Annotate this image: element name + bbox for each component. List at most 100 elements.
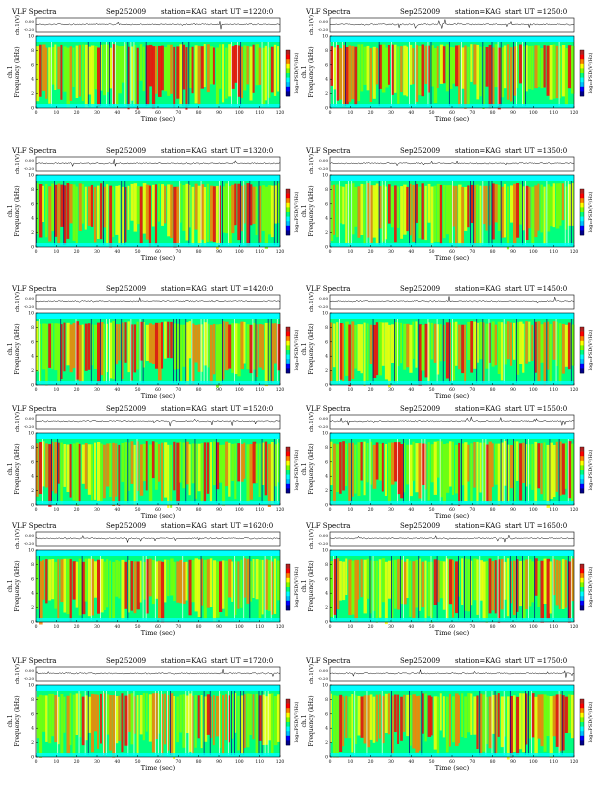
spectrogram-column <box>387 45 390 85</box>
spectrogram-streak <box>51 439 52 503</box>
spectrogram-column <box>133 183 138 232</box>
spectra-panel-9: VLF Spectra Sep252009 station=KAG start UT … <box>7 522 300 637</box>
spectrogram-column <box>476 184 479 247</box>
spectrogram-column <box>225 560 228 617</box>
spectrogram-streak <box>54 181 55 245</box>
spectrogram-column <box>170 444 173 508</box>
spectrogram-column <box>237 183 241 241</box>
spectrogram-streak <box>36 181 37 245</box>
spectrogram-column <box>391 560 394 622</box>
spectrogram-column <box>106 44 110 93</box>
spectrogram-column <box>234 183 237 226</box>
y-tick-label: 4 <box>325 591 328 597</box>
spectrogram-column <box>164 47 168 92</box>
spectrogram-streak <box>415 42 417 106</box>
spectrogram-column <box>461 693 464 737</box>
spectrogram-column <box>485 47 489 87</box>
spectrogram-column <box>513 560 516 615</box>
spectrogram-column <box>249 324 253 374</box>
spectrogram-column <box>549 324 552 384</box>
spectrogram-column <box>372 444 377 489</box>
spectrogram-column <box>424 443 427 490</box>
spectrogram-column <box>479 442 482 493</box>
spectrogram-column <box>528 444 531 485</box>
spectrogram-column <box>139 560 142 603</box>
spectrogram-column <box>482 322 485 384</box>
spectrogram-column <box>161 694 164 757</box>
x-tick-label: 30 <box>388 110 394 116</box>
spectrogram-column <box>200 184 205 240</box>
spectrogram-column <box>458 324 461 370</box>
x-tick-label: 90 <box>510 624 516 630</box>
spectrogram-column <box>452 441 454 495</box>
x-tick-label: 100 <box>529 387 538 393</box>
spectrogram-column <box>66 444 70 492</box>
spectrogram-column <box>185 183 189 241</box>
spectra-panel-6: VLF Spectra Sep252009 station=KAG start UT … <box>301 285 594 400</box>
spectrogram-column <box>60 694 64 755</box>
spectrogram-column <box>112 695 116 758</box>
spectrogram-column <box>351 183 355 235</box>
y-tick-label: 4 <box>31 474 34 480</box>
spectrogram-column <box>197 45 201 105</box>
spectrogram-column <box>339 323 343 380</box>
spectrogram-column <box>45 183 48 238</box>
panel-date: Sep252009 <box>106 147 146 155</box>
x-tick-label: 10 <box>347 507 353 513</box>
spectrogram-streak <box>234 691 235 755</box>
spectrogram-column <box>115 324 119 365</box>
trace-frame <box>35 294 281 310</box>
spectrogram-column <box>173 46 176 108</box>
spectrogram-column <box>127 560 130 613</box>
x-tick-label: 100 <box>235 507 244 513</box>
trace-ylabel: ch.1(V) <box>308 292 315 312</box>
trace-ylabel: ch.1(V) <box>14 292 21 312</box>
spectrogram-streak <box>209 691 211 755</box>
spectrogram-column <box>182 442 186 489</box>
spectrogram-column <box>112 442 115 506</box>
spectrogram-streak <box>121 319 123 383</box>
spectrogram-column <box>342 696 345 747</box>
panel-date: Sep252009 <box>106 522 146 530</box>
panel-station: station=KAG <box>455 147 501 155</box>
spectrogram-streak <box>534 556 536 620</box>
spectrogram-column <box>436 441 440 478</box>
spectrogram-streak <box>513 439 514 503</box>
y-tick-label: 0 <box>325 245 328 251</box>
spectrogram-column <box>54 44 57 90</box>
spectrogram-column <box>436 46 439 88</box>
spectrogram-column <box>516 559 519 612</box>
colorbar-segment <box>580 605 584 611</box>
spectrogram-column <box>522 46 525 105</box>
spectrogram-streak <box>351 439 353 503</box>
spectrogram-streak <box>206 319 208 383</box>
x-tick-label: 0 <box>35 110 38 116</box>
spectrogram-column <box>151 324 155 364</box>
spectrogram-streak <box>240 691 242 755</box>
spectrogram-column <box>97 442 101 501</box>
y-tick-label: 10 <box>322 34 328 40</box>
spectrogram-column <box>63 46 67 92</box>
trace-ytick: 0.00 <box>319 416 328 421</box>
spectrogram-column <box>179 324 183 382</box>
x-tick-label: 120 <box>570 507 579 513</box>
spectrogram-column <box>336 444 339 492</box>
spectrogram-streak <box>219 691 220 755</box>
y-tick-label: 0 <box>31 755 34 761</box>
colorbar-segment <box>580 726 584 732</box>
spectrogram-column <box>500 47 505 98</box>
colorbar-segment <box>286 699 290 704</box>
spectrogram-column <box>219 444 223 483</box>
spectrogram-streak <box>228 691 229 755</box>
x-tick-label: 110 <box>549 249 558 255</box>
spectrogram-streak <box>567 439 569 503</box>
spectrogram-column <box>558 441 562 496</box>
spectrogram-column <box>225 47 228 99</box>
spectrogram-column <box>42 559 45 600</box>
spectrogram-column <box>51 183 55 232</box>
spectrogram-column <box>442 324 445 362</box>
colorbar-frame <box>579 49 585 97</box>
spectrogram <box>36 685 280 759</box>
spectrogram-column <box>384 322 389 380</box>
y-tick-label: 4 <box>31 591 34 597</box>
